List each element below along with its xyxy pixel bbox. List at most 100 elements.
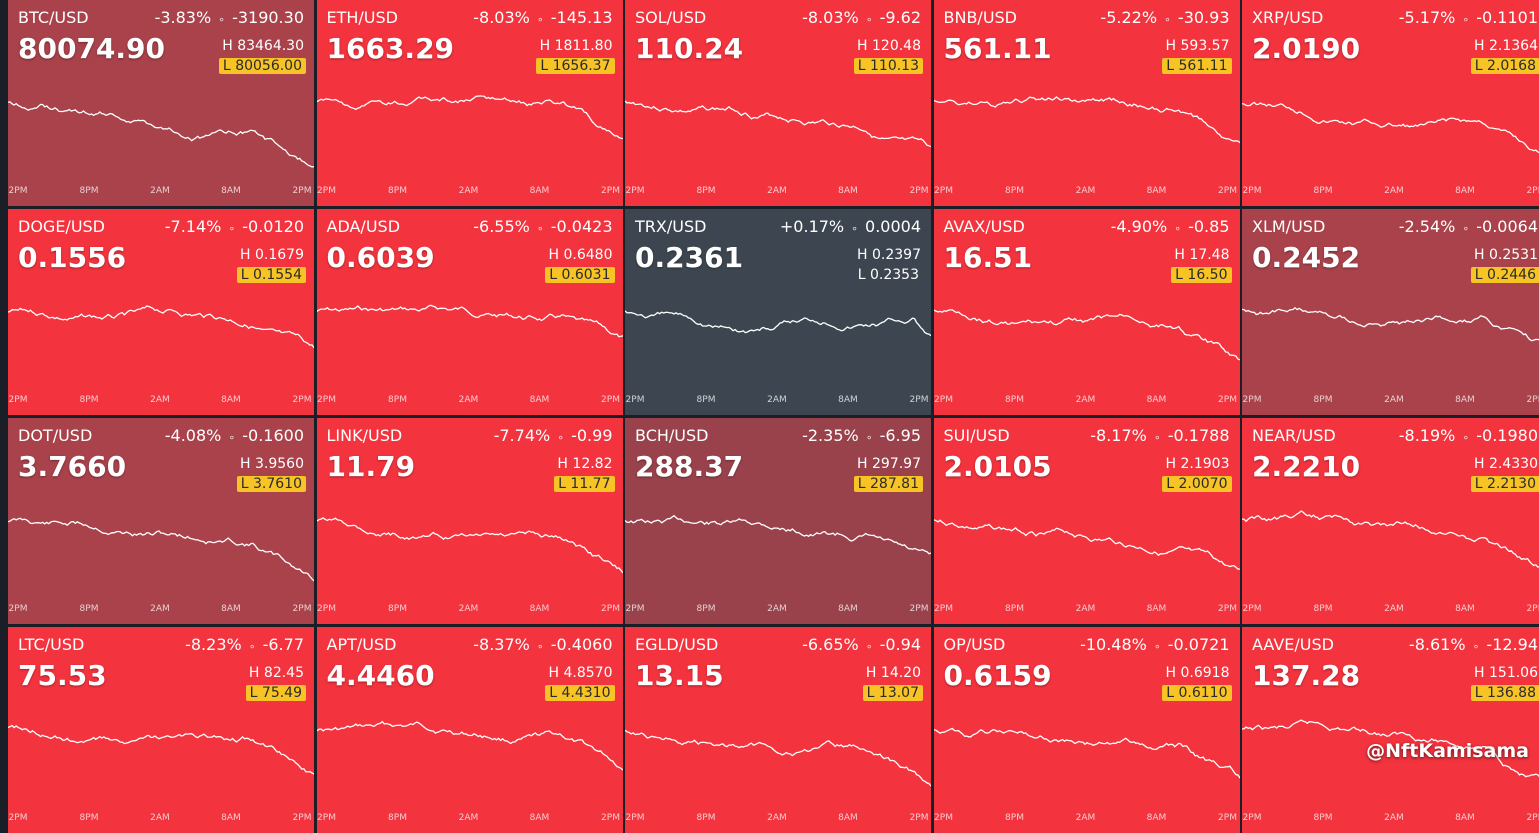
price: 1663.29 — [326, 32, 455, 65]
high: H 82.45 — [249, 665, 304, 681]
change: -2.35% ∘ -6.95 — [802, 426, 921, 445]
ticker-tile: EGLD/USD -6.65% ∘ -0.94 13.15 H 14.20 L 13.07 2… — [625, 627, 931, 833]
change: -7.74% ∘ -0.99 — [494, 426, 613, 445]
time-label: 2PM — [8, 395, 28, 405]
low: L 75.49 — [245, 685, 306, 701]
high-label: H — [539, 38, 551, 54]
high-value: 0.1679 — [255, 247, 304, 263]
time-label: 2PM — [934, 813, 953, 823]
time-label: 2PM — [1242, 813, 1262, 823]
high-value: 0.2397 — [872, 247, 921, 263]
price: 2.0105 — [943, 450, 1052, 483]
high: H 120.48 — [857, 38, 921, 54]
change-value: -0.1980 — [1476, 426, 1538, 445]
sparkline — [933, 309, 1240, 361]
separator: ∘ — [1462, 222, 1470, 235]
high-label: H — [240, 247, 251, 263]
high-label: H — [857, 247, 868, 263]
time-label: 2PM — [317, 186, 336, 196]
change: +0.17% ∘ 0.0004 — [780, 217, 921, 236]
sparkline-path — [625, 729, 931, 787]
separator: ∘ — [228, 431, 236, 444]
low-label: L — [240, 476, 249, 492]
change-value: -0.1600 — [242, 426, 304, 445]
change-value: -0.0423 — [550, 217, 613, 236]
low: L 287.81 — [853, 476, 923, 492]
time-label: 2AM — [1384, 813, 1404, 823]
time-label: 8AM — [221, 604, 241, 614]
symbol: ADA/USD — [326, 217, 401, 236]
high-label: H — [865, 665, 877, 681]
change-value: 0.0004 — [865, 217, 921, 236]
separator: ∘ — [1153, 431, 1161, 444]
time-label: 2PM — [934, 395, 953, 405]
high-label: H — [1174, 247, 1185, 263]
low-label: L — [240, 267, 249, 283]
high-value: 0.6480 — [563, 247, 613, 263]
change: -5.22% ∘ -30.93 — [1100, 8, 1229, 27]
ticker-tile: ADA/USD -6.55% ∘ -0.0423 0.6039 H 0.6480 L 0.6… — [316, 209, 623, 415]
sparkline — [8, 101, 314, 168]
low-label: L — [866, 685, 875, 701]
symbol: BNB/USD — [943, 8, 1018, 27]
high: H 2.1364 — [1474, 38, 1538, 54]
ticker-tile: BTC/USD -3.83% ∘ -3190.30 80074.90 H 83464.30… — [8, 0, 314, 206]
time-label: 2PM — [934, 186, 953, 196]
symbol: XRP/USD — [1252, 8, 1324, 27]
separator: ∘ — [851, 222, 859, 235]
sparkline-path — [316, 95, 623, 140]
high: H 4.8570 — [549, 665, 613, 681]
change-value: -0.0721 — [1167, 635, 1230, 654]
time-label: 8PM — [388, 813, 407, 823]
symbol: DOT/USD — [18, 426, 93, 445]
symbol: BTC/USD — [18, 8, 89, 27]
time-label: 2AM — [1384, 604, 1404, 614]
change-value: -9.62 — [879, 8, 921, 27]
sparkline-path — [8, 724, 314, 775]
time-label: 2PM — [1218, 395, 1237, 405]
time-label: 2PM — [292, 186, 312, 196]
time-label: 8AM — [1455, 395, 1475, 405]
low: L 11.77 — [554, 476, 615, 492]
change: -7.14% ∘ -0.0120 — [165, 217, 304, 236]
low-label: L — [1474, 685, 1483, 701]
time-label: 2PM — [317, 604, 336, 614]
time-label: 8AM — [1146, 186, 1167, 196]
time-label: 2PM — [909, 813, 929, 823]
low-label: L — [549, 685, 558, 701]
price: 288.37 — [635, 450, 744, 483]
high: H 297.97 — [857, 456, 921, 472]
high-label: H — [857, 38, 868, 54]
high-label: H — [1165, 665, 1177, 681]
time-label: 8AM — [221, 395, 241, 405]
change-percent: -8.03% — [473, 8, 530, 27]
time-label: 8PM — [388, 604, 407, 614]
change-value: -0.0064 — [1476, 217, 1538, 236]
separator: ∘ — [557, 431, 565, 444]
high-value: 0.6918 — [1180, 665, 1230, 681]
low-label: L — [1166, 58, 1175, 74]
sparkline — [8, 517, 314, 582]
low: L 0.6110 — [1162, 685, 1232, 701]
sparkline-path — [933, 519, 1240, 570]
change-percent: +0.17% — [779, 217, 845, 236]
sparkline-path — [625, 100, 931, 148]
change-value: -0.1101 — [1476, 8, 1538, 27]
separator: ∘ — [1153, 640, 1161, 653]
ticker-tile: DOGE/USD -7.14% ∘ -0.0120 0.1556 H 0.1679 L 0.… — [8, 209, 314, 415]
time-label: 2PM — [625, 186, 645, 196]
change-percent: -10.48% — [1080, 635, 1147, 654]
change: -2.54% ∘ -0.0064 — [1399, 217, 1538, 236]
time-label: 8PM — [79, 186, 99, 196]
change-percent: -7.74% — [493, 426, 551, 445]
low-label: L — [857, 267, 866, 283]
change-value: -30.93 — [1177, 8, 1230, 27]
high-value: 4.8570 — [563, 665, 613, 681]
time-label: 8PM — [696, 186, 716, 196]
sparkline — [316, 95, 623, 140]
high-value: 120.48 — [872, 38, 921, 54]
price: 0.6159 — [943, 659, 1052, 692]
change-value: -0.0120 — [242, 217, 304, 236]
low-value: 561.11 — [1178, 58, 1228, 74]
high-value: 2.4330 — [1489, 456, 1538, 472]
